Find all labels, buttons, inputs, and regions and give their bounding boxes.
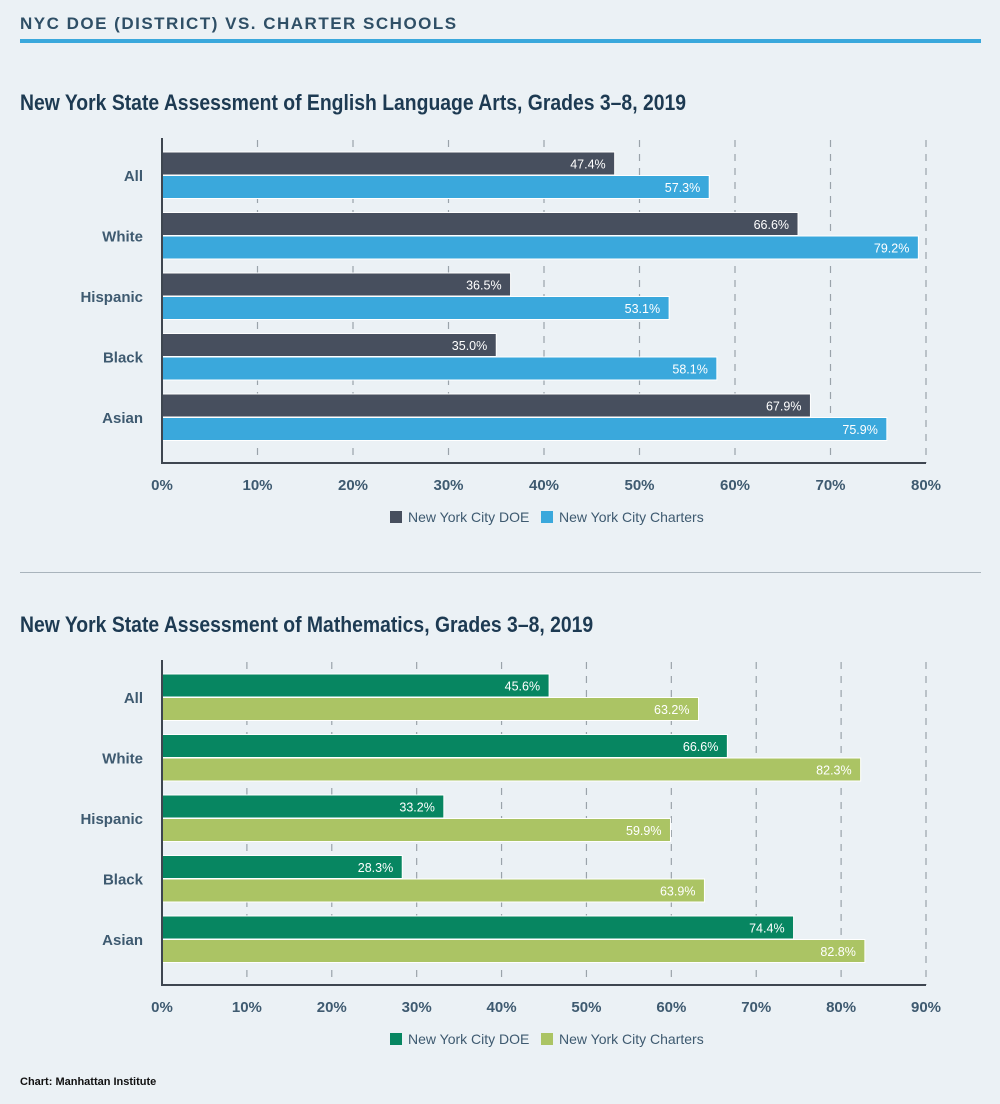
source-credit: Chart: Manhattan Institute [20,1076,157,1088]
data-label: 58.1% [672,363,707,377]
ela-chart-title: New York State Assessment of English Lan… [20,90,687,115]
bar-charters [161,697,699,721]
bar-doe [161,333,497,357]
data-label: 82.3% [816,764,851,778]
page-header: NYC DOE (DISTRICT) VS. CHARTER SCHOOLS [20,14,458,33]
category-label: White [102,751,143,768]
x-tick-label: 10% [242,477,272,494]
data-label: 53.1% [625,302,660,316]
data-label: 66.6% [754,218,789,232]
data-label: 67.9% [766,400,801,414]
legend-label: New York City DOE [408,1031,529,1047]
category-label: Hispanic [80,811,143,828]
category-label: White [102,229,143,246]
x-tick-label: 0% [151,477,173,494]
x-tick-label: 60% [656,999,686,1016]
x-tick-label: 10% [232,999,262,1016]
x-tick-label: 50% [571,999,601,1016]
x-tick-label: 70% [815,477,845,494]
bar-doe [161,915,795,940]
ela-chart: 0% 10% 20% 30% 40% 50% 60% 70% 80% All 47.4% 57.3% W… [80,138,941,525]
category-label: Black [103,872,144,889]
bar-charters [161,939,866,963]
bar-doe [161,272,512,297]
bar-charters [161,417,888,441]
data-label: 66.6% [683,740,718,754]
x-tick-label: 50% [624,477,654,494]
legend-label: New York City DOE [408,509,529,525]
x-tick-label: 80% [826,999,856,1016]
data-label: 28.3% [358,861,393,875]
x-tick-label: 40% [487,999,517,1016]
bar-doe [161,673,550,698]
legend-label: New York City Charters [559,509,704,525]
section-divider [20,572,981,573]
data-label: 33.2% [399,801,434,815]
data-label: 63.2% [654,703,689,717]
data-label: 47.4% [570,158,605,172]
x-tick-label: 70% [741,999,771,1016]
category-label: All [124,690,143,707]
math-chart-title: New York State Assessment of Mathematics… [20,612,594,637]
data-label: 82.8% [820,945,855,959]
data-label: 36.5% [466,279,501,293]
data-label: 45.6% [505,680,540,694]
bar-charters [161,356,718,381]
category-label: All [124,168,143,185]
math-chart: 0% 10% 20% 30% 40% 50% 60% 70% 80% 90% All 45.6% 63.… [80,660,941,1047]
x-tick-label: 90% [911,999,941,1016]
bar-doe [161,212,799,236]
x-tick-label: 30% [433,477,463,494]
category-label: Asian [102,932,143,949]
header-rule [20,39,981,43]
x-tick-label: 30% [402,999,432,1016]
x-tick-label: 80% [911,477,941,494]
bar-doe [161,734,728,758]
category-label: Asian [102,410,143,427]
legend-swatch [390,1033,402,1045]
x-tick-label: 20% [317,999,347,1016]
data-label: 35.0% [452,339,487,353]
bar-charters [161,878,705,903]
bar-doe [161,151,616,176]
bar-charters [161,296,670,320]
data-label: 74.4% [749,922,784,936]
bar-charters [161,235,919,260]
x-tick-label: 60% [720,477,750,494]
data-label: 63.9% [660,885,695,899]
category-label: Black [103,350,144,367]
data-label: 75.9% [842,423,877,437]
bar-charters [161,757,862,782]
legend-swatch [541,1033,553,1045]
legend-swatch [541,511,553,523]
bar-charters [161,175,710,199]
data-label: 79.2% [874,242,909,256]
data-label: 57.3% [665,181,700,195]
x-tick-label: 0% [151,999,173,1016]
bar-doe [161,393,811,418]
legend-label: New York City Charters [559,1031,704,1047]
x-tick-label: 20% [338,477,368,494]
legend-swatch [390,511,402,523]
data-label: 59.9% [626,824,661,838]
x-tick-label: 40% [529,477,559,494]
bar-charters [161,818,671,842]
category-label: Hispanic [80,289,143,306]
